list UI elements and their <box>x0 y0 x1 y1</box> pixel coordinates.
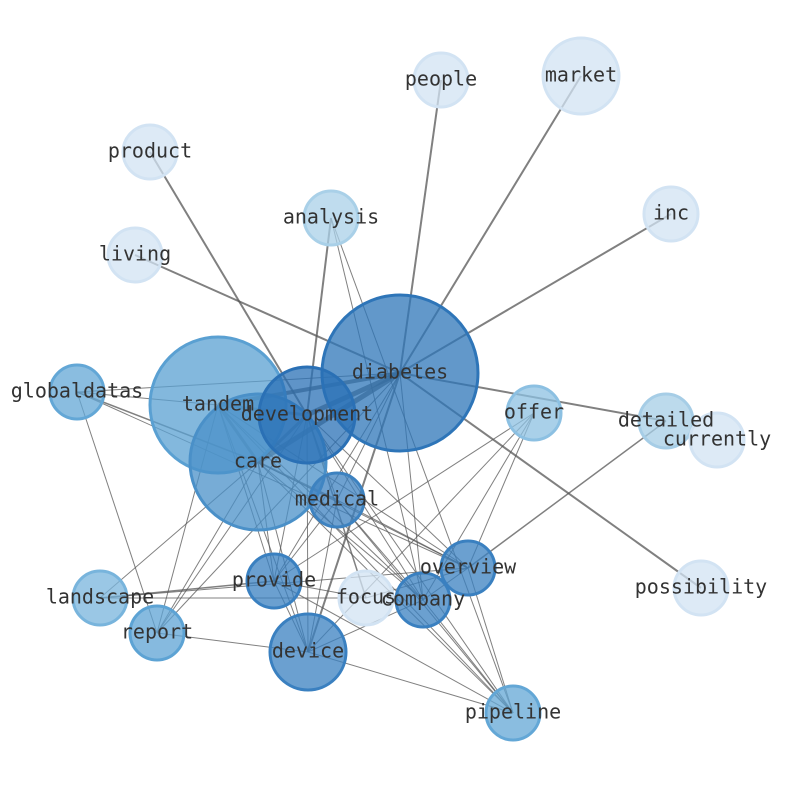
node-living[interactable] <box>106 226 164 284</box>
node-label-offer: offer <box>504 400 564 424</box>
node-offer[interactable] <box>505 384 563 442</box>
node-label-detailed: detailed <box>618 408 714 432</box>
node-people[interactable] <box>412 51 470 109</box>
node-globaldatas[interactable] <box>48 363 106 421</box>
node-label-living: living <box>99 242 171 266</box>
edge-overview-detailed <box>467 420 667 569</box>
node-possibility[interactable] <box>672 559 730 617</box>
node-inc[interactable] <box>642 185 700 243</box>
node-label-currently: currently <box>663 427 771 451</box>
node-label-market: market <box>545 63 617 87</box>
node-report[interactable] <box>128 604 186 662</box>
node-detailed[interactable] <box>637 392 695 450</box>
edge-globaldatas-report <box>76 391 158 634</box>
node-analysis[interactable] <box>302 189 360 247</box>
node-label-focus: focus <box>336 585 396 609</box>
node-label-tandem: tandem <box>182 392 254 416</box>
node-label-company: company <box>381 587 465 611</box>
node-label-possibility: possibility <box>635 575 767 599</box>
edge-provide-pipeline <box>273 580 514 714</box>
nodes-layer <box>48 36 746 742</box>
node-overview[interactable] <box>439 539 497 597</box>
node-label-care: care <box>234 449 282 473</box>
node-medical[interactable] <box>308 471 366 529</box>
node-market[interactable] <box>541 36 621 116</box>
node-pipeline[interactable] <box>484 684 542 742</box>
node-label-analysis: analysis <box>283 205 379 229</box>
node-label-medical: medical <box>295 487 379 511</box>
edge-product-development <box>149 151 308 416</box>
node-focus[interactable] <box>337 569 395 627</box>
node-label-landscape: landscape <box>46 585 154 609</box>
edge-analysis-pipeline <box>330 217 514 714</box>
node-product[interactable] <box>121 123 179 181</box>
node-label-report: report <box>121 620 193 644</box>
node-landscape[interactable] <box>71 569 129 627</box>
edge-offer-provide <box>273 412 535 582</box>
node-label-people: people <box>405 67 477 91</box>
node-label-device: device <box>272 639 344 663</box>
node-label-development: development <box>241 402 373 426</box>
node-device[interactable] <box>268 612 348 692</box>
edge-development-pipeline <box>306 414 514 714</box>
node-label-globaldatas: globaldatas <box>11 379 143 403</box>
node-provide[interactable] <box>245 552 303 610</box>
node-label-overview: overview <box>420 555 517 579</box>
node-label-pipeline: pipeline <box>465 700 561 724</box>
node-development[interactable] <box>257 365 357 465</box>
node-label-provide: provide <box>232 568 316 592</box>
node-label-inc: inc <box>653 201 689 225</box>
labels-layer: diabetes tandem care development medical offe… <box>11 63 771 724</box>
node-label-product: product <box>108 139 192 163</box>
node-currently[interactable] <box>688 411 746 469</box>
node-company[interactable] <box>394 571 452 629</box>
node-label-diabetes: diabetes <box>352 360 448 384</box>
